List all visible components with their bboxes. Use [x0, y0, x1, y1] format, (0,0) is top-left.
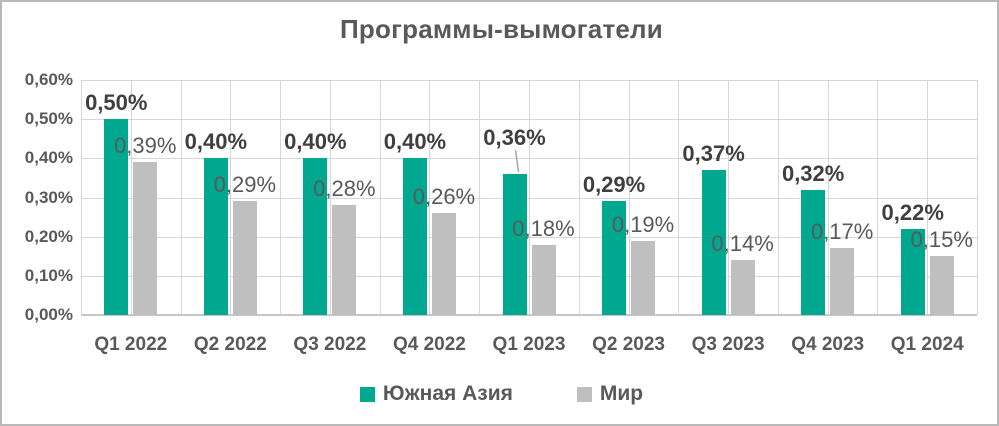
chart-title: Программы-вымогатели: [340, 14, 663, 44]
legend-label-world: Мир: [599, 382, 644, 405]
bar-label-world: 0,19%: [611, 211, 675, 237]
legend-label-south-asia: Южная Азия: [382, 382, 513, 405]
legend-item-world: Мир: [576, 382, 644, 406]
gridline-vertical: [329, 80, 331, 315]
gridline-vertical: [827, 80, 829, 315]
bar-world: [929, 256, 954, 315]
bar-label-world: 0,18%: [512, 215, 575, 241]
bar-world: [631, 240, 656, 315]
bar-south-asia: [801, 189, 826, 315]
gridline-vertical: [977, 80, 978, 315]
gridline-vertical: [230, 80, 232, 315]
bar-world: [531, 244, 556, 315]
gridline-vertical: [81, 80, 82, 315]
bar-label-south-asia: 0,50%: [85, 90, 148, 116]
x-axis-category-label: Q2 2022: [193, 334, 267, 355]
y-axis-tick-label: 0,10%: [24, 265, 73, 285]
gridline-vertical: [628, 80, 630, 315]
legend-item-south-asia: Южная Азия: [359, 382, 513, 406]
bar-south-asia: [502, 174, 527, 315]
y-axis-tick-label: 0,40%: [24, 148, 73, 168]
gridline-vertical: [479, 80, 481, 315]
bar-world: [133, 162, 158, 315]
bar-label-south-asia: 0,40%: [284, 129, 347, 155]
gridline-vertical: [180, 80, 182, 315]
bar-label-south-asia: 0,40%: [184, 129, 248, 155]
gridline-vertical: [280, 80, 282, 315]
bar-label-world: 0,28%: [313, 176, 376, 202]
x-axis-category-label: Q1 2022: [94, 334, 168, 355]
gridline-vertical: [130, 80, 132, 315]
gridline-vertical: [379, 80, 381, 315]
bar-world: [431, 213, 456, 315]
bar-south-asia: [900, 228, 925, 315]
bar-label-world: 0,14%: [711, 231, 774, 257]
bar-south-asia: [104, 119, 129, 315]
x-axis-category-label: Q3 2023: [691, 334, 765, 355]
bar-label-world: 0,17%: [810, 219, 874, 245]
y-axis-tick-label: 0,30%: [24, 187, 73, 207]
y-axis-tick-label: 0,60%: [24, 70, 73, 89]
x-axis-category-label: Q4 2023: [791, 334, 865, 355]
bar-south-asia: [602, 201, 627, 315]
x-axis-category-label: Q1 2023: [492, 334, 566, 355]
bar-label-south-asia: 0,40%: [383, 129, 447, 155]
legend-swatch-world-icon: [576, 386, 592, 402]
gridline-vertical: [429, 80, 431, 315]
bar-label-south-asia: 0,36%: [483, 125, 546, 150]
bar-label-world: 0,29%: [213, 172, 277, 198]
bar-label-world: 0,26%: [412, 184, 476, 210]
bar-world: [830, 248, 855, 315]
gridline-vertical: [728, 80, 730, 315]
gridline-vertical: [529, 80, 530, 315]
bar-label-south-asia: 0,37%: [682, 141, 745, 167]
gridline-vertical: [578, 80, 580, 315]
x-axis-category-label: Q3 2022: [293, 334, 367, 355]
x-axis-category-label: Q4 2022: [392, 334, 466, 355]
bar-south-asia: [701, 170, 726, 315]
bar-label-world: 0,39%: [114, 133, 177, 159]
bar-label-world: 0,15%: [910, 227, 973, 253]
x-axis-category-label: Q1 2024: [890, 334, 964, 355]
y-axis-tick-label: 0,50%: [24, 109, 73, 129]
x-axis-category-label: Q2 2023: [592, 334, 665, 355]
gridline-vertical: [877, 80, 879, 315]
bar-label-south-asia: 0,29%: [582, 172, 646, 198]
bar-world: [730, 260, 755, 315]
gridline-vertical: [927, 80, 929, 315]
bar-south-asia: [303, 158, 328, 315]
x-axis-line: [81, 314, 977, 316]
legend-swatch-south-asia-icon: [359, 386, 375, 402]
bar-world: [332, 205, 357, 315]
bar-south-asia: [402, 158, 427, 315]
gridline-vertical: [678, 80, 680, 315]
bar-label-south-asia: 0,32%: [781, 160, 845, 186]
bar-south-asia: [203, 158, 228, 315]
gridline-vertical: [777, 80, 779, 315]
y-axis-tick-label: 0,20%: [24, 226, 73, 246]
y-axis-tick-label: 0,00%: [24, 305, 73, 324]
legend: Южная Азия Мир: [2, 382, 997, 406]
bar-world: [232, 201, 257, 315]
bar-label-south-asia: 0,22%: [881, 199, 944, 225]
